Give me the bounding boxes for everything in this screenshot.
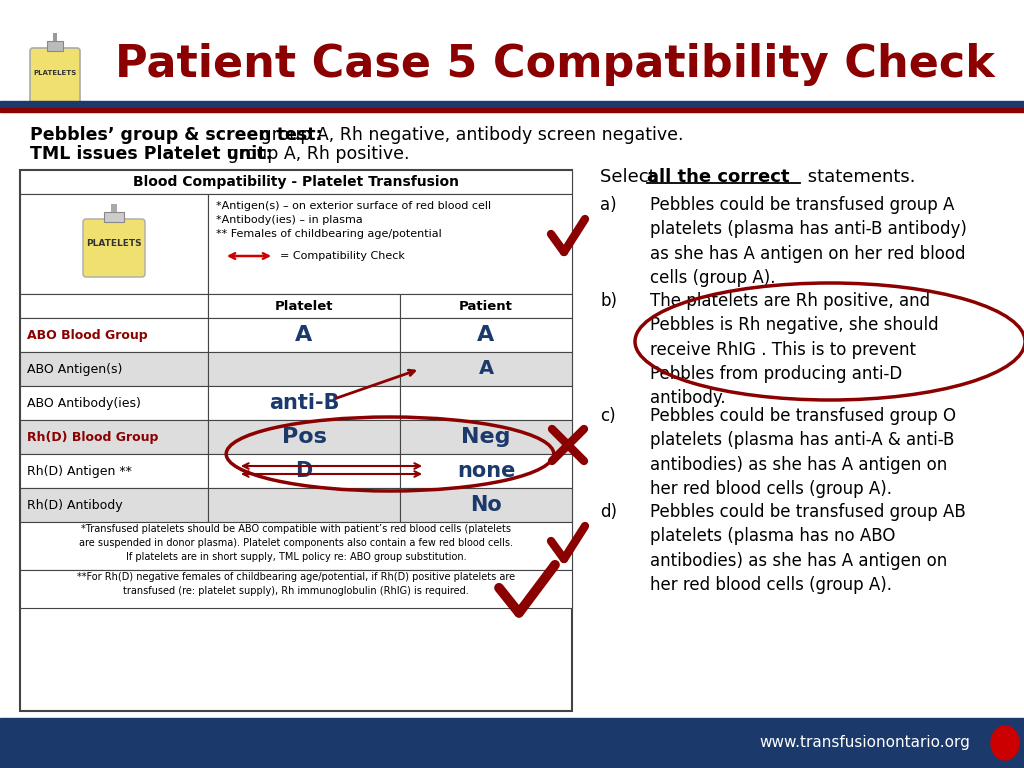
Text: A: A [478,359,494,379]
Ellipse shape [991,726,1019,760]
Text: Rh(D) Antibody: Rh(D) Antibody [27,498,123,511]
Text: Blood Compatibility - Platelet Transfusion: Blood Compatibility - Platelet Transfusi… [133,175,459,189]
Text: *Antigen(s) – on exterior surface of red blood cell: *Antigen(s) – on exterior surface of red… [216,201,492,211]
Text: c): c) [600,407,615,425]
FancyBboxPatch shape [30,48,80,106]
Text: Neg: Neg [461,427,511,447]
Bar [400,294,572,318]
Text: group A, Rh negative, antibody screen negative.: group A, Rh negative, antibody screen ne… [255,126,683,144]
Text: ABO Antigen(s): ABO Antigen(s) [27,362,123,376]
Bar [47,41,63,51]
Text: Pos: Pos [282,427,327,447]
Text: A: A [477,325,495,345]
Text: statements.: statements. [802,168,915,186]
Text: none: none [457,461,515,481]
Text: TML issues Platelet unit:: TML issues Platelet unit: [30,145,272,163]
Text: = Compatibility Check: = Compatibility Check [280,251,404,261]
Bar [400,420,572,454]
Text: Patient: Patient [459,300,513,313]
Bar [208,194,572,294]
Text: PLATELETS: PLATELETS [34,70,77,76]
Bar [104,212,124,222]
FancyBboxPatch shape [83,219,145,277]
Bar [20,170,572,194]
Text: *Antibody(ies) – in plasma: *Antibody(ies) – in plasma [216,215,362,225]
Bar [208,420,400,454]
Text: ** Females of childbearing age/potential: ** Females of childbearing age/potential [216,229,441,239]
Bar [400,386,572,420]
Text: *Transfused platelets should be ABO compatible with patient’s red blood cells (p: *Transfused platelets should be ABO comp… [79,524,513,562]
Bar [20,570,572,608]
Text: d): d) [600,503,617,521]
Bar [208,386,400,420]
Bar [20,454,208,488]
Text: The platelets are Rh positive, and
Pebbles is Rh negative, she should
receive Rh: The platelets are Rh positive, and Pebbl… [650,292,939,407]
Bar [20,194,208,294]
Bar [208,488,400,522]
Bar [400,488,572,522]
Bar [0,101,1024,108]
Bar [400,318,572,352]
Text: group A, Rh positive.: group A, Rh positive. [222,145,410,163]
Text: D: D [295,461,312,481]
Text: Patient Case 5 Compatibility Check: Patient Case 5 Compatibility Check [115,44,995,87]
Bar [20,488,208,522]
Text: a): a) [600,196,616,214]
Text: A: A [295,325,312,345]
Bar [20,522,572,570]
Bar [208,294,400,318]
Text: Pebbles’ group & screen test:: Pebbles’ group & screen test: [30,126,323,144]
Bar [208,454,400,488]
Text: Pebbles could be transfused group AB
platelets (plasma has no ABO
antibodies) as: Pebbles could be transfused group AB pla… [650,503,966,594]
Bar [0,108,1024,112]
Text: Platelet: Platelet [274,300,333,313]
Text: Rh(D) Blood Group: Rh(D) Blood Group [27,431,159,443]
Bar [111,204,117,212]
Text: No: No [470,495,502,515]
Bar [400,352,572,386]
Text: Select: Select [600,168,662,186]
Bar [208,352,400,386]
Bar [53,33,57,41]
Text: **For Rh(D) negative females of childbearing age/potential, if Rh(D) positive pl: **For Rh(D) negative females of childbea… [77,572,515,596]
Text: Pebbles could be transfused group A
platelets (plasma has anti-B antibody)
as sh: Pebbles could be transfused group A plat… [650,196,967,287]
Bar [0,718,1024,768]
Bar [20,170,572,711]
Bar [208,318,400,352]
Bar [400,454,572,488]
Bar [20,294,208,318]
Text: Pebbles could be transfused group O
platelets (plasma has anti-A & anti-B
antibo: Pebbles could be transfused group O plat… [650,407,956,498]
Bar [20,386,208,420]
Bar [20,420,208,454]
Text: www.transfusionontario.org: www.transfusionontario.org [759,736,970,750]
Bar [20,318,208,352]
Text: b): b) [600,292,617,310]
Text: anti-B: anti-B [268,393,339,413]
Text: Rh(D) Antigen **: Rh(D) Antigen ** [27,465,132,478]
Text: ABO Antibody(ies): ABO Antibody(ies) [27,396,141,409]
Text: all the correct: all the correct [647,168,790,186]
Text: ABO Blood Group: ABO Blood Group [27,329,147,342]
Text: PLATELETS: PLATELETS [86,240,141,249]
Bar [20,352,208,386]
